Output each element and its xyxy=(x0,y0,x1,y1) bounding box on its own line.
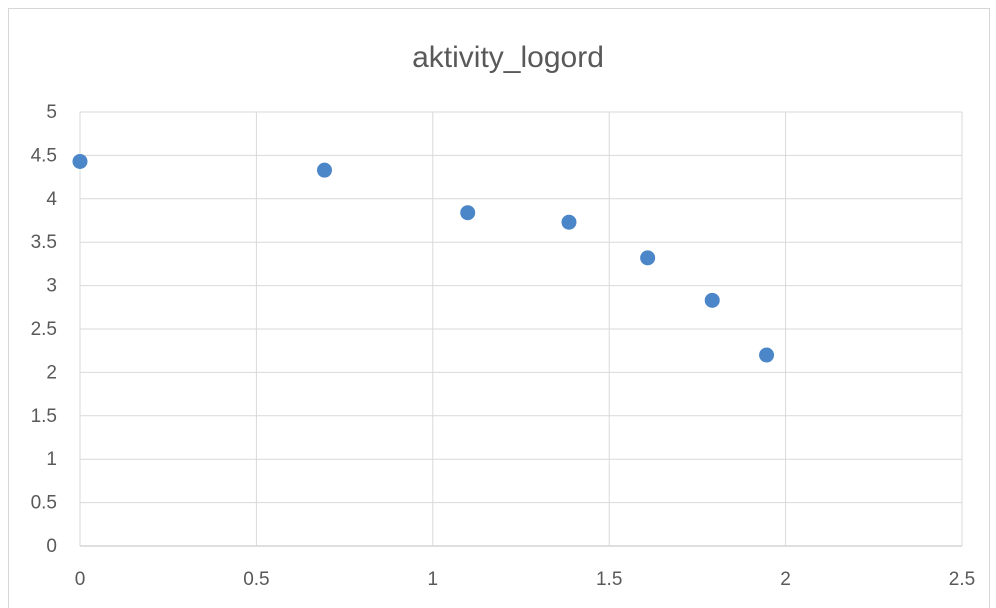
x-tick-label: 2.5 xyxy=(949,569,975,590)
tick-labels: 0 0.5 1 1.5 2 2.5 3 3.5 4 4.5 5 0 0.5 1 1.5 2 2.5 xyxy=(31,102,976,590)
y-tick-label: 4 xyxy=(46,189,57,210)
data-point xyxy=(704,292,720,308)
chart-frame xyxy=(8,8,990,608)
chart-title: aktivity_logord xyxy=(412,41,604,74)
grid-lines xyxy=(79,111,963,547)
y-tick-label: 2 xyxy=(46,362,57,383)
x-tick-label: 1.5 xyxy=(596,569,622,590)
x-tick-label: 1 xyxy=(428,569,439,590)
y-tick-label: 1 xyxy=(46,449,57,470)
data-point xyxy=(759,347,775,363)
data-point xyxy=(640,250,656,266)
data-point xyxy=(316,162,332,178)
y-tick-label: 2.5 xyxy=(31,319,57,340)
data-point xyxy=(460,205,476,221)
data-point xyxy=(561,214,577,230)
data-points xyxy=(72,153,775,363)
data-point xyxy=(72,153,88,169)
y-tick-label: 0.5 xyxy=(31,493,57,514)
x-tick-label: 0.5 xyxy=(243,569,269,590)
y-tick-label: 4.5 xyxy=(31,145,57,166)
y-tick-label: 3.5 xyxy=(31,232,57,253)
y-tick-label: 3 xyxy=(46,276,57,297)
x-tick-label: 0 xyxy=(75,569,86,590)
y-tick-label: 0 xyxy=(46,536,57,557)
y-tick-label: 5 xyxy=(46,102,57,123)
y-tick-label: 1.5 xyxy=(31,406,57,427)
x-tick-label: 2 xyxy=(780,569,791,590)
